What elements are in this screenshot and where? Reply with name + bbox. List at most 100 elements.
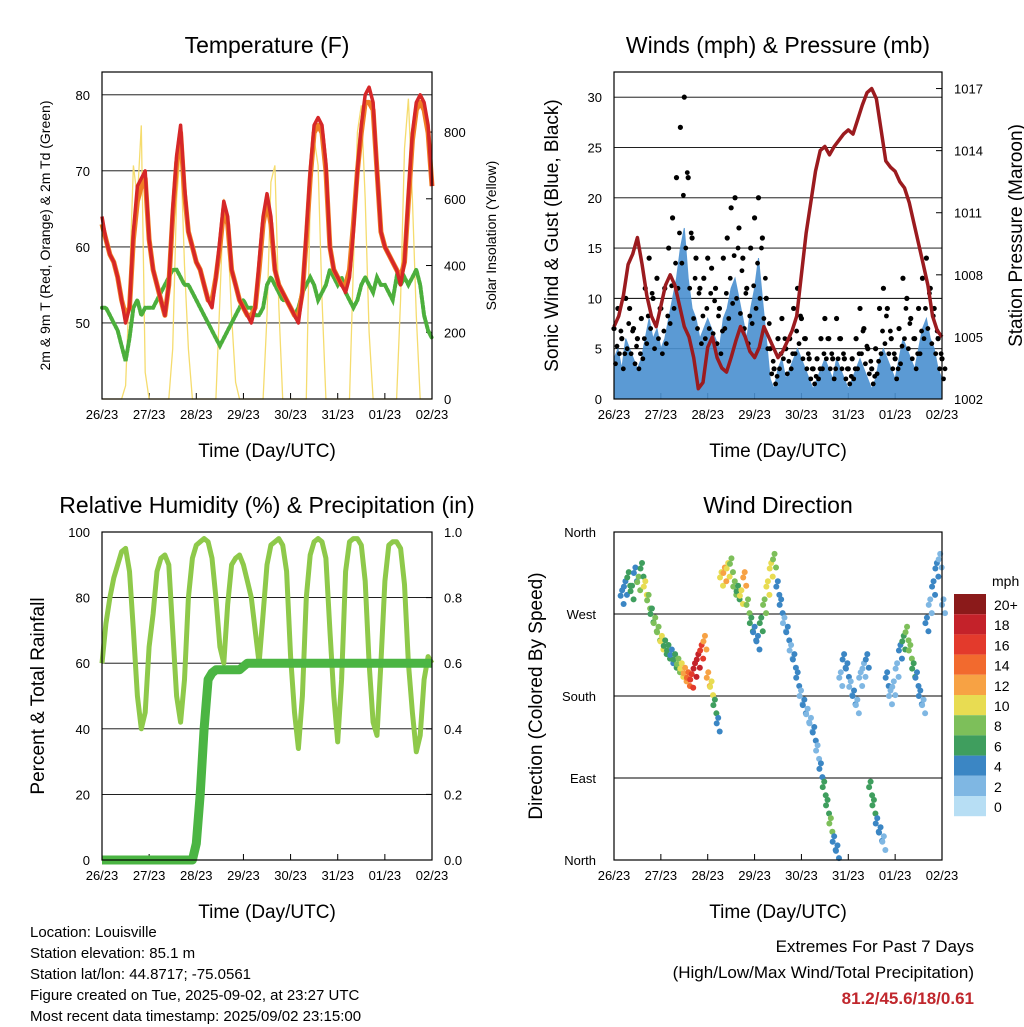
gust-point: [650, 295, 656, 301]
direction-point: [746, 620, 753, 627]
gust-point: [886, 351, 892, 357]
direction-point: [756, 646, 763, 653]
y-right-tick-label: 1005: [954, 330, 983, 345]
direction-point: [662, 637, 669, 644]
legend-swatch: [954, 775, 986, 796]
direction-point: [700, 638, 707, 645]
direction-point: [852, 702, 859, 709]
y-right-tick-label: 200: [444, 325, 466, 340]
direction-point: [729, 569, 736, 576]
gust-point: [681, 94, 687, 100]
gust-point: [627, 305, 633, 312]
gust-point: [876, 305, 883, 312]
direction-point: [750, 629, 757, 636]
gust-point: [810, 366, 816, 372]
x-tick-label: 29/23: [227, 407, 260, 422]
direction-point: [866, 784, 873, 791]
chart-title: Winds (mph) & Pressure (mb): [626, 32, 930, 58]
gust-point: [744, 285, 750, 291]
gust-point: [904, 295, 910, 301]
pressure-series-line: [612, 86, 944, 391]
x-tick-label: 31/23: [832, 407, 865, 422]
gust-point: [626, 321, 632, 326]
direction-point: [879, 838, 886, 845]
gust-point: [841, 356, 847, 362]
gust-point: [636, 366, 642, 372]
y-right-tick-label: 1014: [954, 144, 983, 159]
x-tick-label: 01/23: [369, 868, 402, 883]
direction-point: [821, 778, 828, 785]
gust-point: [859, 351, 864, 357]
gust-point: [687, 285, 693, 291]
gust-point: [821, 351, 827, 357]
gust-point: [659, 351, 665, 357]
direction-point: [715, 714, 722, 721]
station-location: Location: Louisville: [30, 924, 157, 941]
gust-point: [700, 313, 706, 319]
direction-point: [617, 592, 624, 599]
x-tick-label: 27/23: [645, 868, 678, 883]
gust-point: [665, 313, 671, 319]
direction-point: [816, 755, 823, 762]
direction-point: [763, 583, 770, 590]
direction-point: [751, 623, 758, 630]
gust-point: [884, 305, 890, 312]
gust-point: [830, 356, 836, 362]
direction-point: [827, 815, 834, 822]
gust-point: [899, 343, 905, 349]
direction-point: [688, 671, 695, 678]
direction-point: [796, 693, 803, 699]
direction-point: [754, 632, 761, 639]
gust-point: [902, 336, 907, 342]
y-right-tick-label: 0.4: [444, 722, 462, 737]
gust-point: [796, 341, 802, 347]
direction-point: [647, 611, 654, 617]
legend-swatch: [954, 755, 986, 776]
gust-point: [735, 245, 741, 251]
gust-point: [857, 305, 863, 312]
x-tick-label: 02/23: [416, 407, 449, 422]
gust-point: [640, 356, 646, 362]
gust-point: [900, 275, 906, 281]
chart-title: Wind Direction: [703, 492, 853, 518]
x-tick-label: 29/23: [738, 868, 771, 883]
x-tick-label: 29/23: [738, 407, 771, 422]
direction-point: [637, 565, 644, 572]
direction-point: [786, 647, 793, 654]
direction-point: [654, 629, 661, 636]
direction-point: [895, 647, 902, 654]
direction-point: [865, 664, 872, 671]
y-axis-label: 2m & 9m T (Red, Orange) & 2m Td (Green): [37, 101, 53, 371]
direction-point: [726, 560, 733, 567]
direction-point: [855, 710, 862, 717]
legend-label: 18: [994, 617, 1010, 633]
extremes-title: Extremes For Past 7 Days: [775, 937, 974, 956]
gust-point: [712, 298, 718, 304]
gust-point: [673, 260, 678, 266]
direction-point: [756, 620, 763, 627]
legend-label: 8: [994, 718, 1002, 734]
direction-point: [902, 629, 909, 636]
temperature-panel: Temperature (F) Time (Day/UTC) 26/23 27/23 2…: [37, 32, 499, 462]
direction-point: [907, 641, 914, 648]
direction-point: [620, 600, 627, 607]
gust-point: [905, 346, 911, 352]
gust-point: [806, 356, 812, 362]
direction-point: [779, 610, 786, 617]
y-right-tick-label: 1008: [954, 268, 983, 283]
gust-point: [853, 336, 859, 342]
sonic-wind-series-area: [613, 227, 943, 400]
gust-point: [870, 381, 876, 387]
gust-point: [638, 351, 643, 357]
direction-point: [794, 669, 801, 676]
direction-point: [710, 702, 717, 709]
gust-point: [802, 336, 808, 342]
direction-point: [925, 628, 932, 635]
gust-point: [839, 366, 845, 372]
gust-point: [620, 366, 626, 372]
direction-point: [740, 574, 747, 581]
direction-point: [788, 641, 795, 648]
direction-point: [763, 610, 770, 617]
legend-label: 0: [994, 799, 1002, 815]
